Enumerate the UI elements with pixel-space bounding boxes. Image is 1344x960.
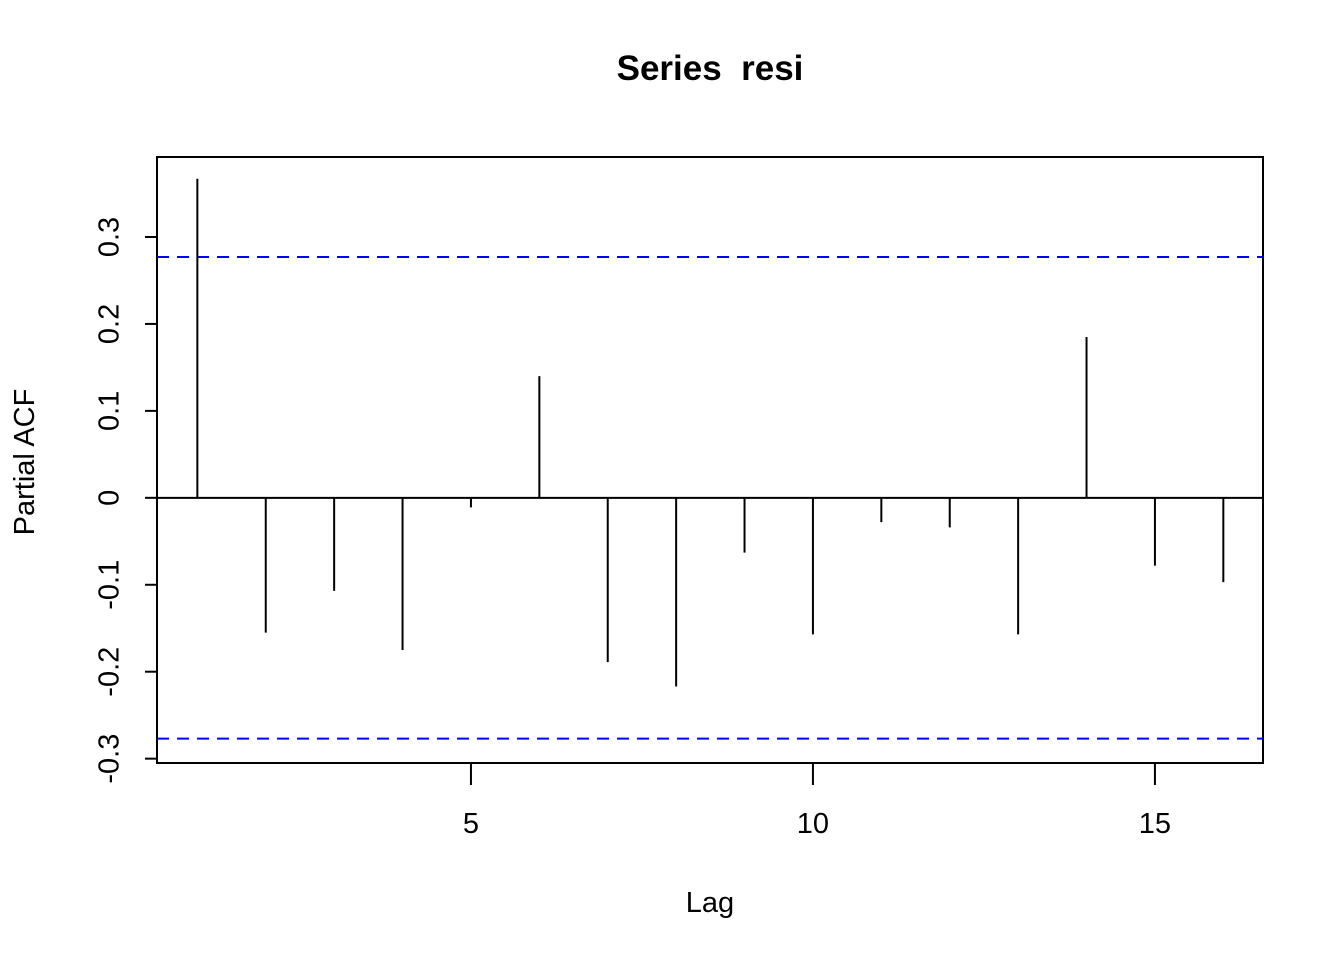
- x-tick-label: 5: [463, 808, 479, 840]
- plot-frame: [156, 156, 1264, 764]
- y-tick-label: 0: [94, 490, 126, 506]
- y-tick-label: -0.1: [94, 560, 126, 610]
- y-tick-label: -0.2: [94, 647, 126, 697]
- y-tick-label: 0.3: [94, 217, 126, 257]
- chart-title: Series resi: [617, 49, 804, 88]
- y-axis-label: Partial ACF: [9, 389, 41, 536]
- x-tick-label: 15: [1139, 808, 1171, 840]
- x-tick-label: 10: [797, 808, 829, 840]
- y-tick-label: 0.1: [94, 391, 126, 431]
- y-tick-label: -0.3: [94, 734, 126, 784]
- y-tick-label: 0.2: [94, 304, 126, 344]
- x-axis-label: Lag: [686, 887, 734, 919]
